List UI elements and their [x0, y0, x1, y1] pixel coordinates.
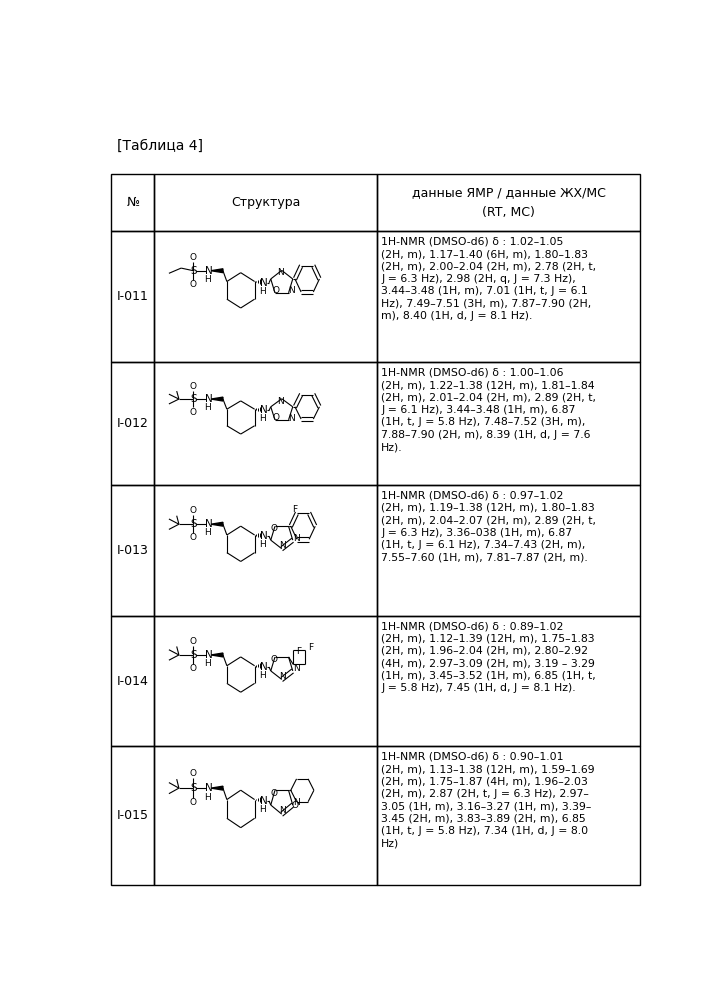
- Bar: [377, 174, 641, 232]
- Polygon shape: [211, 269, 223, 273]
- Bar: [155, 174, 377, 232]
- Bar: [155, 746, 377, 885]
- Bar: [155, 615, 377, 746]
- Text: N: N: [293, 533, 300, 542]
- Bar: [111, 363, 155, 485]
- Text: N: N: [293, 798, 300, 807]
- Text: 1H-NMR (DMSO-d6) δ : 0.89–1.02
(2H, m), 1.12–1.39 (12H, m), 1.75–1.83
(2H, m), 1: 1H-NMR (DMSO-d6) δ : 0.89–1.02 (2H, m), …: [381, 621, 596, 693]
- Text: F: F: [292, 505, 297, 514]
- Text: O: O: [273, 413, 280, 422]
- Text: H: H: [204, 275, 211, 284]
- Text: O: O: [190, 280, 197, 289]
- Text: данные ЯМР / данные ЖХ/МС: данные ЯМР / данные ЖХ/МС: [412, 186, 605, 199]
- Text: N: N: [279, 806, 285, 815]
- Bar: [111, 615, 155, 746]
- Text: N: N: [205, 519, 212, 529]
- Text: S: S: [190, 519, 197, 529]
- Text: O: O: [270, 655, 278, 664]
- Text: N: N: [279, 540, 285, 549]
- Text: N: N: [205, 650, 212, 660]
- Text: Структура: Структура: [231, 196, 301, 209]
- Text: H: H: [260, 414, 266, 423]
- Text: 1H-NMR (DMSO-d6) δ : 0.97–1.02
(2H, m), 1.19–1.38 (12H, m), 1.80–1.83
(2H, m), 2: 1H-NMR (DMSO-d6) δ : 0.97–1.02 (2H, m), …: [381, 491, 596, 562]
- Text: N: N: [260, 531, 267, 541]
- Text: H: H: [204, 792, 211, 801]
- Text: O: O: [190, 253, 197, 262]
- Text: 1H-NMR (DMSO-d6) δ : 1.00–1.06
(2H, m), 1.22–1.38 (12H, m), 1.81–1.84
(2H, m), 2: 1H-NMR (DMSO-d6) δ : 1.00–1.06 (2H, m), …: [381, 368, 596, 452]
- Text: H: H: [260, 671, 266, 680]
- Text: H: H: [204, 659, 211, 668]
- Bar: [155, 363, 377, 485]
- Bar: [111, 746, 155, 885]
- Text: O: O: [190, 636, 197, 645]
- Text: N: N: [288, 414, 296, 423]
- Text: (RT, МС): (RT, МС): [482, 206, 535, 219]
- Text: O: O: [270, 788, 278, 797]
- Polygon shape: [211, 398, 223, 401]
- Bar: [377, 746, 641, 885]
- Polygon shape: [211, 522, 223, 526]
- Text: [Таблица 4]: [Таблица 4]: [116, 139, 203, 153]
- Text: H: H: [204, 403, 211, 412]
- Text: O: O: [190, 533, 197, 542]
- Text: N: N: [278, 269, 284, 278]
- Text: N: N: [205, 394, 212, 404]
- Text: F: F: [296, 647, 301, 656]
- Text: N: N: [288, 287, 296, 296]
- Text: N: N: [205, 266, 212, 276]
- Text: I-013: I-013: [116, 543, 149, 556]
- Text: S: S: [190, 394, 197, 404]
- Text: O: O: [190, 506, 197, 515]
- Text: N: N: [278, 397, 284, 406]
- Text: S: S: [190, 650, 197, 660]
- Text: N: N: [205, 783, 212, 793]
- Polygon shape: [211, 653, 223, 657]
- Text: 1H-NMR (DMSO-d6) δ : 1.02–1.05
(2H, m), 1.17–1.40 (6H, m), 1.80–1.83
(2H, m), 2.: 1H-NMR (DMSO-d6) δ : 1.02–1.05 (2H, m), …: [381, 237, 596, 322]
- Text: №: №: [127, 196, 139, 209]
- Text: O: O: [273, 286, 280, 295]
- Text: I-012: I-012: [116, 418, 149, 431]
- Bar: [377, 485, 641, 615]
- Text: O: O: [292, 801, 299, 810]
- Text: N: N: [293, 664, 300, 673]
- Text: 1H-NMR (DMSO-d6) δ : 0.90–1.01
(2H, m), 1.13–1.38 (12H, m), 1.59–1.69
(2H, m), 1: 1H-NMR (DMSO-d6) δ : 0.90–1.01 (2H, m), …: [381, 752, 595, 849]
- Text: N: N: [260, 278, 267, 288]
- Bar: [111, 174, 155, 232]
- Bar: [377, 232, 641, 363]
- Text: O: O: [190, 769, 197, 778]
- Text: H: H: [204, 528, 211, 537]
- Text: I-011: I-011: [116, 291, 149, 304]
- Text: S: S: [190, 783, 197, 793]
- Bar: [111, 232, 155, 363]
- Text: N: N: [260, 662, 267, 672]
- Text: S: S: [190, 266, 197, 276]
- Text: N: N: [260, 796, 267, 806]
- Text: O: O: [270, 524, 278, 533]
- Text: O: O: [190, 408, 197, 417]
- Text: O: O: [190, 798, 197, 807]
- Bar: [111, 485, 155, 615]
- Polygon shape: [211, 786, 223, 790]
- Text: N: N: [279, 671, 285, 680]
- Bar: [377, 363, 641, 485]
- Text: H: H: [260, 805, 266, 814]
- Text: F: F: [308, 643, 313, 652]
- Text: H: H: [260, 287, 266, 296]
- Text: O: O: [190, 382, 197, 391]
- Bar: [155, 232, 377, 363]
- Bar: [155, 485, 377, 615]
- Text: O: O: [190, 664, 197, 673]
- Text: N: N: [260, 406, 267, 416]
- Bar: [377, 615, 641, 746]
- Text: H: H: [260, 540, 266, 549]
- Text: I-014: I-014: [116, 674, 149, 687]
- Text: I-015: I-015: [116, 809, 149, 822]
